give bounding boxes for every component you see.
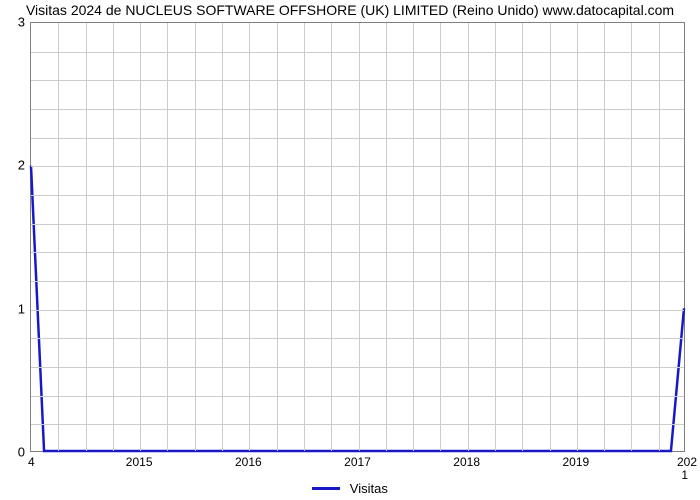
line-series [31, 23, 684, 451]
gridline-vertical-minor [495, 23, 496, 451]
gridline-horizontal-minor [31, 195, 684, 196]
gridline-horizontal-minor [31, 52, 684, 53]
right-edge-label: 202 [677, 455, 697, 469]
gridline-vertical-minor [440, 23, 441, 451]
y-tick-label: 3 [5, 15, 25, 30]
y-tick-label: 0 [5, 445, 25, 460]
data-line [31, 166, 684, 451]
gridline-horizontal-minor [31, 224, 684, 225]
gridline-vertical-minor [631, 23, 632, 451]
gridline-vertical-minor [331, 23, 332, 451]
x-tick-label: 2015 [126, 455, 153, 469]
gridline-vertical-minor [58, 23, 59, 451]
gridline-horizontal-minor [31, 138, 684, 139]
legend-swatch [312, 487, 340, 490]
gridline-vertical-minor [659, 23, 660, 451]
gridline-vertical-minor [386, 23, 387, 451]
legend-label: Visitas [350, 481, 388, 496]
gridline-vertical-minor [604, 23, 605, 451]
gridline-vertical [468, 23, 469, 451]
gridline-vertical-minor [86, 23, 87, 451]
y-tick-label: 2 [5, 158, 25, 173]
gridline-vertical-minor [113, 23, 114, 451]
gridline-horizontal [31, 310, 684, 311]
gridline-vertical [249, 23, 250, 451]
gridline-horizontal-minor [31, 281, 684, 282]
x-tick-label: 2016 [235, 455, 262, 469]
chart-title: Visitas 2024 de NUCLEUS SOFTWARE OFFSHOR… [0, 0, 700, 18]
gridline-vertical-minor [222, 23, 223, 451]
gridline-horizontal-minor [31, 80, 684, 81]
gridline-horizontal-minor [31, 424, 684, 425]
legend: Visitas [0, 480, 700, 496]
gridline-vertical-minor [550, 23, 551, 451]
gridline-vertical-minor [195, 23, 196, 451]
gridline-vertical [359, 23, 360, 451]
gridline-horizontal-minor [31, 252, 684, 253]
gridline-horizontal-minor [31, 396, 684, 397]
gridline-horizontal-minor [31, 338, 684, 339]
gridline-vertical-minor [167, 23, 168, 451]
gridline-vertical [577, 23, 578, 451]
start-marker: 4 [28, 455, 35, 469]
x-tick-label: 2019 [562, 455, 589, 469]
chart-container: Visitas 2024 de NUCLEUS SOFTWARE OFFSHOR… [0, 0, 700, 500]
x-tick-label: 2018 [453, 455, 480, 469]
gridline-vertical-minor [304, 23, 305, 451]
gridline-horizontal-minor [31, 367, 684, 368]
gridline-horizontal [31, 166, 684, 167]
y-tick-label: 1 [5, 301, 25, 316]
gridline-horizontal-minor [31, 109, 684, 110]
x-tick-label: 2017 [344, 455, 371, 469]
gridline-vertical-minor [413, 23, 414, 451]
gridline-vertical-minor [277, 23, 278, 451]
gridline-vertical-minor [522, 23, 523, 451]
gridline-vertical [140, 23, 141, 451]
plot-area [30, 22, 685, 452]
